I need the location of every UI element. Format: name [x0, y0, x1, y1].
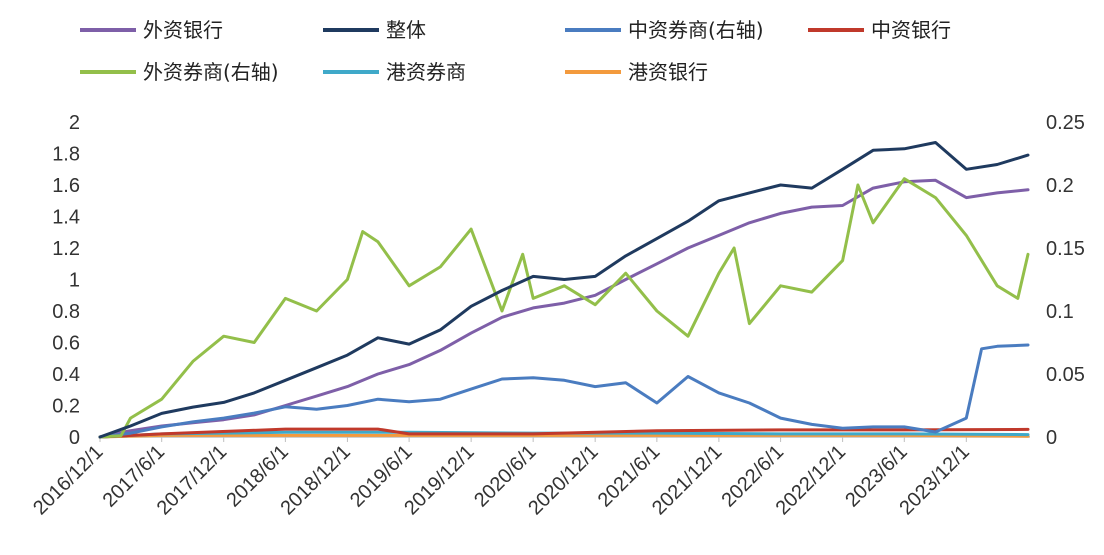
- y2-tick-label: 0.15: [1046, 238, 1085, 260]
- legend-item: 港资券商: [323, 60, 466, 84]
- legend-label: 外资券商(右轴): [143, 60, 279, 84]
- y2-tick-label: 0.05: [1046, 364, 1085, 386]
- y-tick-label: 0: [69, 427, 80, 449]
- legend-label: 整体: [386, 18, 426, 42]
- y2-tick-label: 0.25: [1046, 112, 1085, 134]
- series-line-0: [98, 178, 1030, 439]
- y-tick-label: 1: [69, 270, 80, 292]
- legend-item: 整体: [323, 18, 426, 42]
- legend-item: 中资券商(右轴): [565, 18, 764, 42]
- y-tick-label: 0.8: [52, 301, 80, 323]
- y-tick-label: 0.4: [52, 364, 80, 386]
- chart-axes: 0 0.2 0.4 0.6 0.8 1 1.2 1.4 1.6 1.8 2 0 0.05 0.1 0.15 0…: [29, 112, 1085, 519]
- series-line-4: [98, 177, 1030, 439]
- y-tick-label: 0.6: [52, 333, 80, 355]
- y-tick-label: 1.8: [52, 144, 80, 166]
- y-tick-label: 1.4: [52, 207, 80, 229]
- series-line-1: [98, 141, 1030, 439]
- y-tick-label: 1.2: [52, 238, 80, 260]
- legend-item: 中资银行: [808, 18, 951, 42]
- legend-label: 港资券商: [386, 60, 466, 84]
- y-tick-label: 1.6: [52, 175, 80, 197]
- y-tick-label: 2: [69, 112, 80, 134]
- y2-tick-label: 0.1: [1046, 301, 1074, 323]
- legend-label: 中资券商(右轴): [628, 18, 764, 42]
- legend-label: 外资银行: [143, 18, 223, 42]
- x-tick-label: 2016/12/1: [29, 441, 107, 519]
- legend-item: 外资券商(右轴): [80, 60, 279, 84]
- chart-plot-area: [98, 141, 1030, 439]
- y-tick-label: 0.2: [52, 396, 80, 418]
- legend-label: 中资银行: [871, 18, 951, 42]
- series-line-2: [98, 343, 1030, 439]
- series-line-6: [98, 433, 1030, 439]
- series-line-3: [98, 427, 1030, 439]
- y2-tick-label: 0.2: [1046, 175, 1074, 197]
- legend-item: 外资银行: [80, 18, 223, 42]
- legend-label: 港资银行: [628, 60, 708, 84]
- legend-item: 港资银行: [565, 60, 708, 84]
- y2-tick-label: 0: [1046, 427, 1057, 449]
